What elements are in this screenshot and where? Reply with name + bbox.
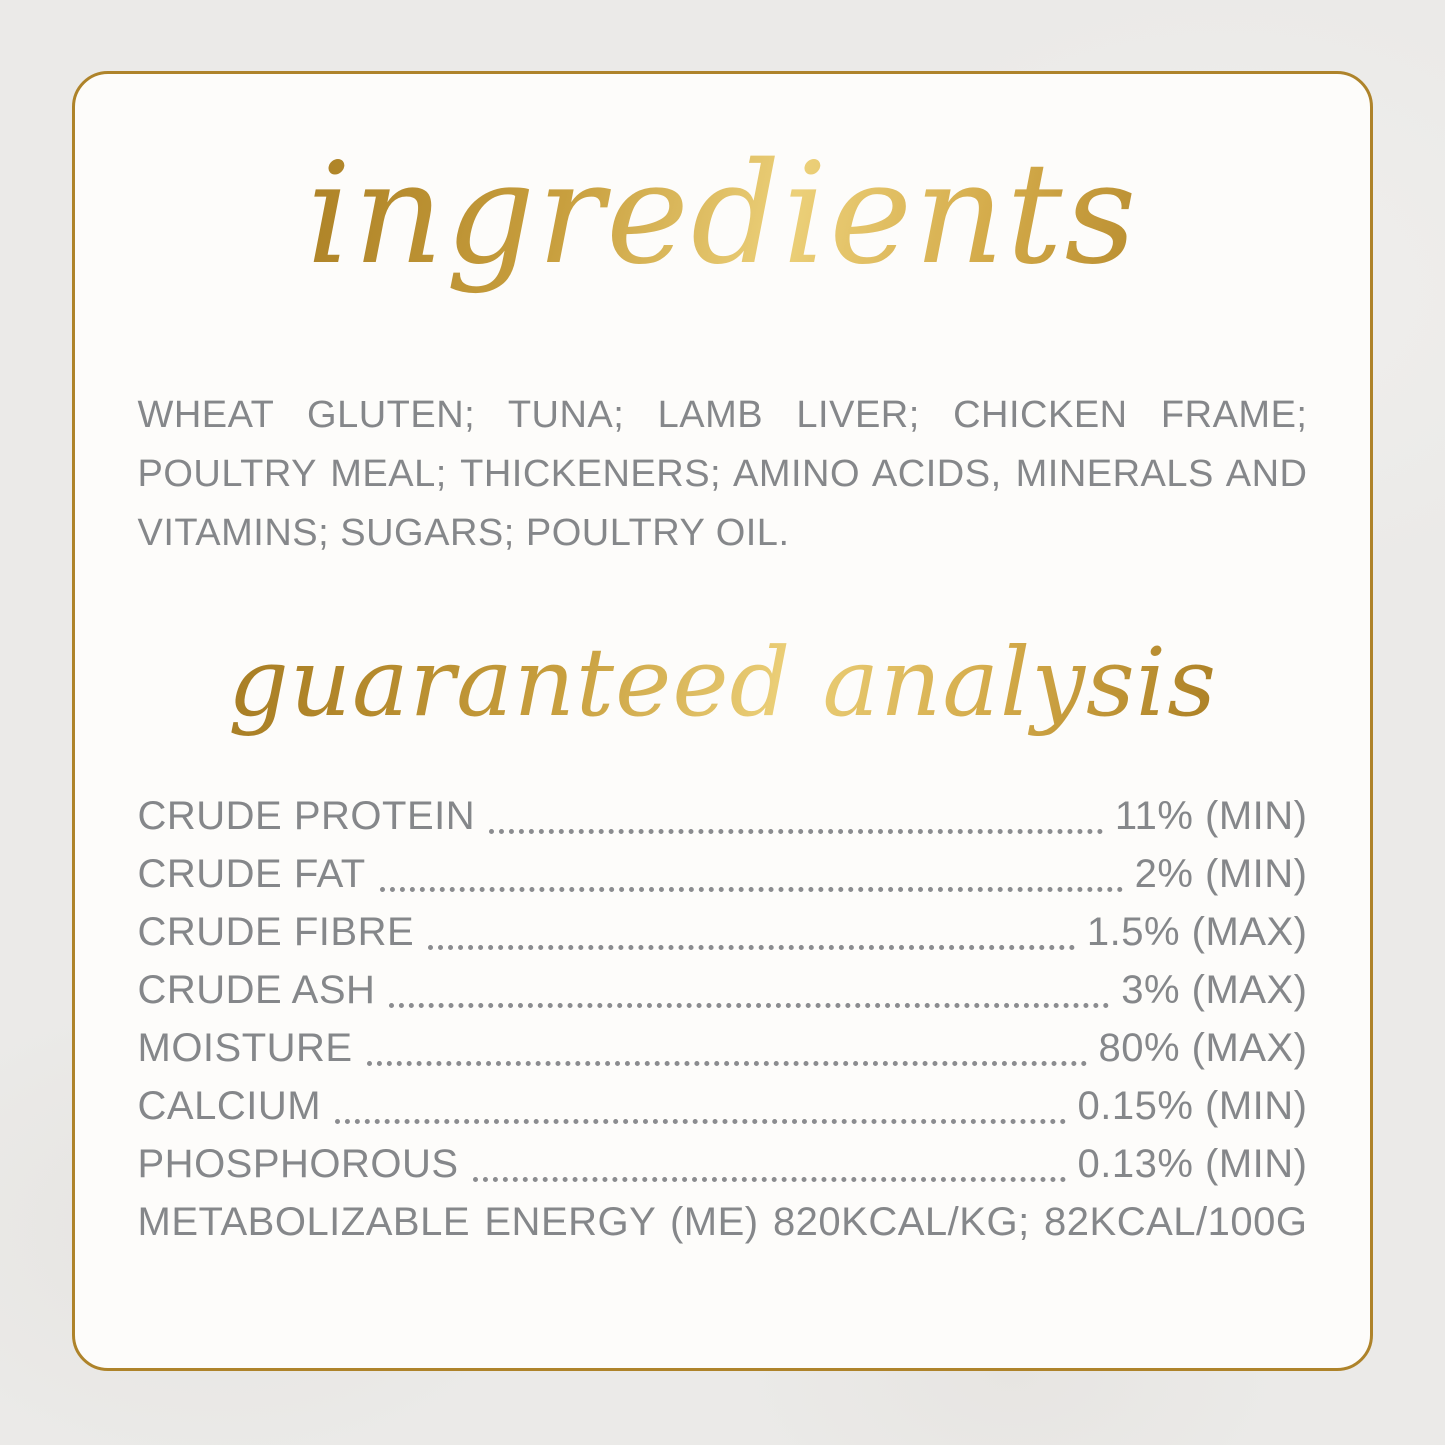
analysis-value: 11% (MIN) [1114, 794, 1308, 838]
analysis-value: 0.15% (MIN) [1077, 1084, 1308, 1128]
dot-leader [428, 945, 1075, 950]
dot-leader [335, 1119, 1066, 1124]
analysis-value: 0.13% (MIN) [1077, 1142, 1308, 1186]
dot-leader [472, 1177, 1066, 1182]
dot-leader [379, 887, 1123, 892]
analysis-label: MOISTURE [137, 1026, 353, 1070]
analysis-value: 2% (MIN) [1134, 852, 1308, 896]
analysis-label: CRUDE FIBRE [137, 910, 415, 954]
ingredients-text: WHEAT GLUTEN; TUNA; LAMB LIVER; CHICKEN … [137, 394, 1308, 554]
analysis-label: CALCIUM [137, 1084, 322, 1128]
dot-leader [389, 1003, 1110, 1008]
dot-leader [366, 1061, 1087, 1066]
analysis-row: CRUDE PROTEIN 11% (MIN) [138, 787, 1308, 845]
analysis-row: CRUDE ASH 3% (MAX) [138, 961, 1308, 1019]
analysis-value: 80% (MAX) [1098, 1026, 1308, 1070]
analysis-label: CRUDE ASH [137, 968, 376, 1012]
metabolizable-energy-line: METABOLIZABLE ENERGY (ME) 820KCAL/KG; 82… [137, 1200, 1308, 1244]
analysis-label: CRUDE FAT [137, 852, 366, 896]
analysis-row: MOISTURE 80% (MAX) [138, 1019, 1308, 1077]
ingredients-heading: ingredients [75, 100, 1370, 330]
analysis-row: CRUDE FAT 2% (MIN) [138, 845, 1308, 903]
dot-leader [489, 829, 1103, 834]
analysis-row: CRUDE FIBRE 1.5% (MAX) [138, 903, 1308, 961]
label-card: ingredients WHEAT GLUTEN; TUNA; LAMB LIV… [72, 71, 1373, 1371]
analysis-label: PHOSPHOROUS [137, 1142, 459, 1186]
analysis-row: PHOSPHOROUS 0.13% (MIN) [138, 1135, 1308, 1193]
analysis-row: CALCIUM 0.15% (MIN) [138, 1077, 1308, 1135]
analysis-label: CRUDE PROTEIN [137, 794, 476, 838]
analysis-value: 1.5% (MAX) [1086, 910, 1308, 954]
guaranteed-analysis-heading: guaranteed analysis [75, 587, 1370, 779]
analysis-value: 3% (MAX) [1121, 968, 1308, 1012]
analysis-table: CRUDE PROTEIN 11% (MIN) CRUDE FAT 2% (MIN) C… [138, 787, 1308, 1193]
